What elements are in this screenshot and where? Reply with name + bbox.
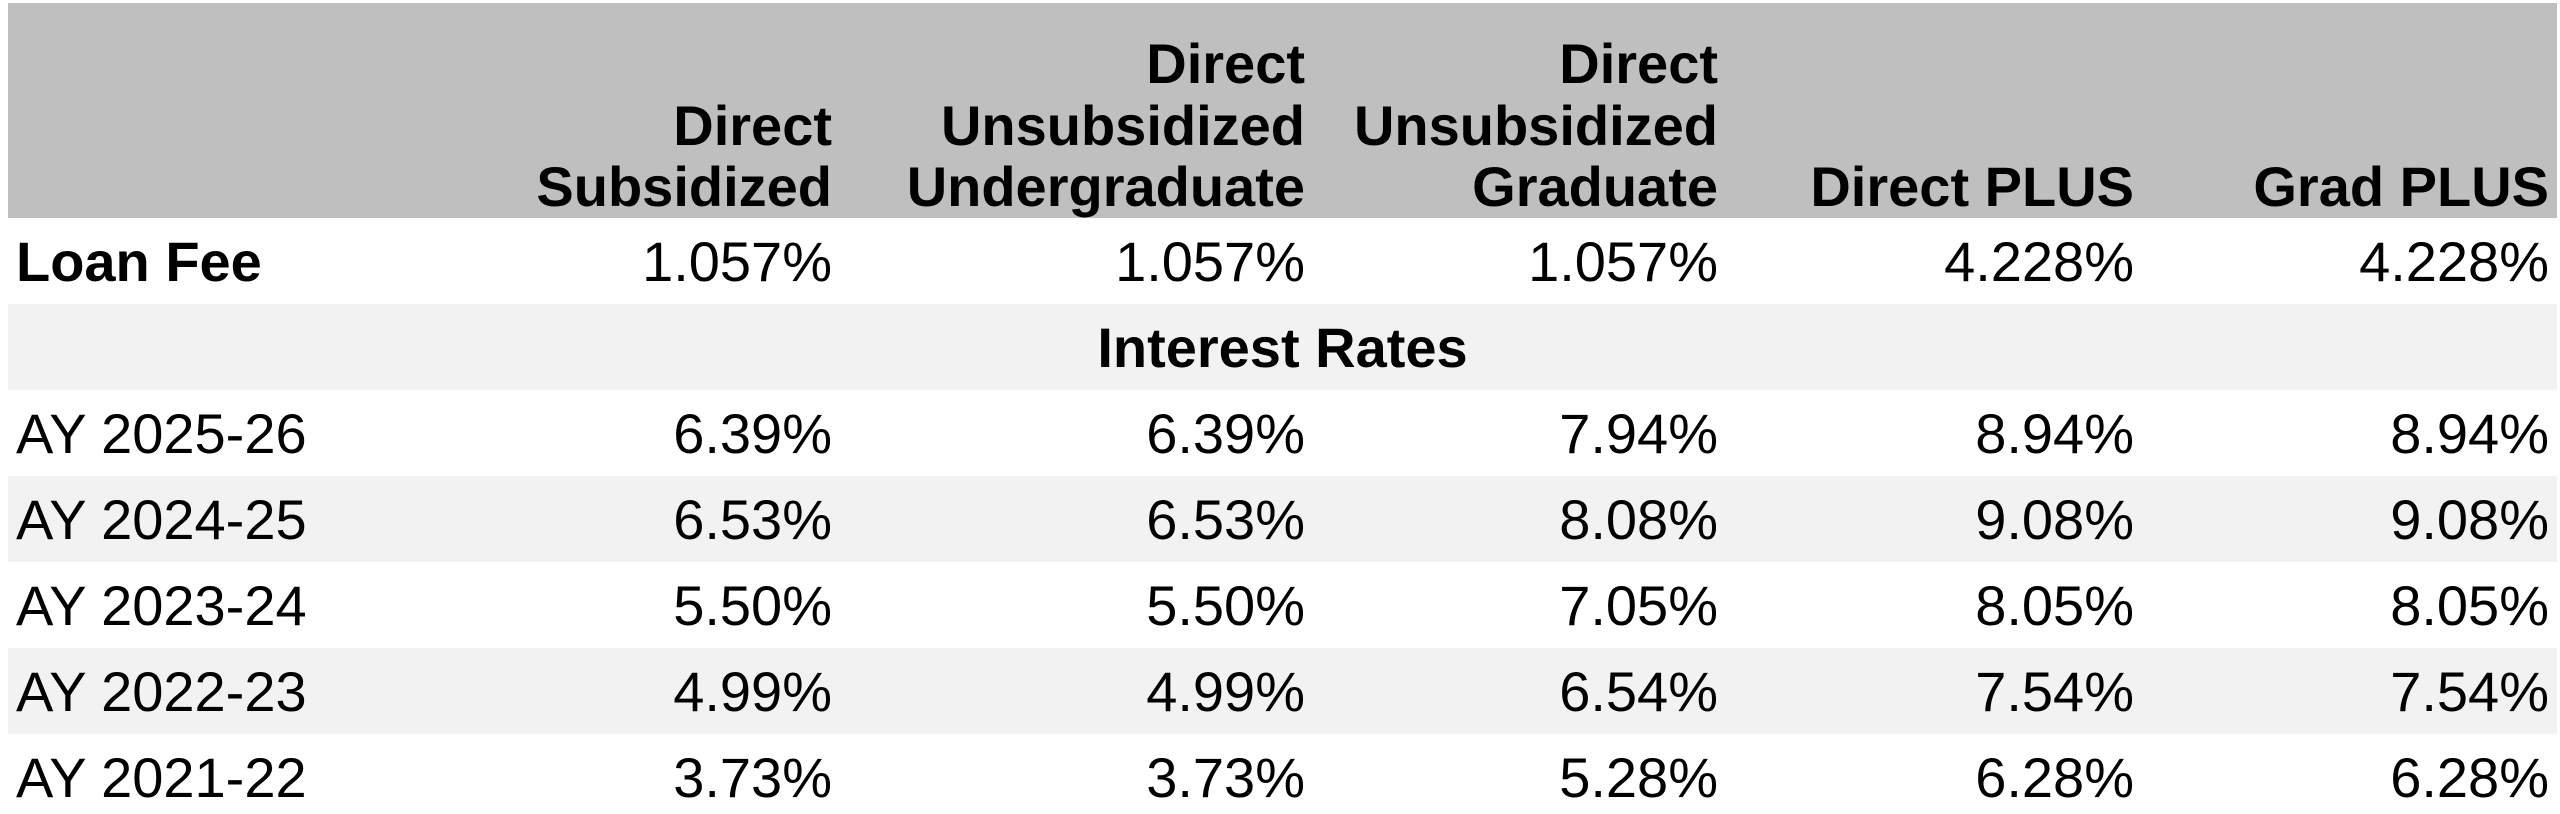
rate-row-ay-2022-23: AY 2022-23 4.99% 4.99% 6.54% 7.54% 7.54% [8, 648, 2557, 734]
rate-value: 9.08% [2142, 476, 2557, 562]
rate-value: 7.05% [1313, 562, 1726, 648]
rate-row-ay-2025-26: AY 2025-26 6.39% 6.39% 7.94% 8.94% 8.94% [8, 390, 2557, 476]
rate-row-ay-2021-22: AY 2021-22 3.73% 3.73% 5.28% 6.28% 6.28% [8, 734, 2557, 814]
rate-value: 8.94% [2142, 390, 2557, 476]
rate-value: 6.39% [840, 390, 1313, 476]
header-cell-grad-plus: Grad PLUS [2142, 3, 2557, 218]
rate-value: 5.50% [368, 562, 840, 648]
rate-value: 6.28% [2142, 734, 2557, 814]
rate-row-label: AY 2024-25 [8, 476, 368, 562]
rate-value: 9.08% [1726, 476, 2142, 562]
rate-row-ay-2024-25: AY 2024-25 6.53% 6.53% 8.08% 9.08% 9.08% [8, 476, 2557, 562]
header-cell-direct-subsidized: Direct Subsidized [368, 3, 840, 218]
rate-value: 5.28% [1313, 734, 1726, 814]
loan-fee-value-direct-subsidized: 1.057% [368, 218, 840, 304]
loan-fee-row: Loan Fee 1.057% 1.057% 1.057% 4.228% 4.2… [8, 218, 2557, 304]
rate-value: 7.94% [1313, 390, 1726, 476]
rate-row-label: AY 2025-26 [8, 390, 368, 476]
rate-value: 6.53% [368, 476, 840, 562]
rate-value: 5.50% [840, 562, 1313, 648]
loan-fee-value-direct-unsubsidized-graduate: 1.057% [1313, 218, 1726, 304]
rate-row-label: AY 2021-22 [8, 734, 368, 814]
rate-value: 8.05% [1726, 562, 2142, 648]
loan-fee-value-direct-unsubsidized-undergraduate: 1.057% [840, 218, 1313, 304]
rate-row-label: AY 2023-24 [8, 562, 368, 648]
header-cell-direct-plus: Direct PLUS [1726, 3, 2142, 218]
rate-value: 6.54% [1313, 648, 1726, 734]
rate-row-ay-2023-24: AY 2023-24 5.50% 5.50% 7.05% 8.05% 8.05% [8, 562, 2557, 648]
rate-row-label: AY 2022-23 [8, 648, 368, 734]
rate-value: 8.94% [1726, 390, 2142, 476]
loan-rates-table: Direct Subsidized Direct Unsubsidized Un… [8, 3, 2557, 814]
rate-value: 8.05% [2142, 562, 2557, 648]
loan-rates-sheet: Direct Subsidized Direct Unsubsidized Un… [0, 3, 2560, 814]
rate-value: 3.73% [368, 734, 840, 814]
rate-value: 7.54% [1726, 648, 2142, 734]
header-cell-direct-unsubsidized-graduate: Direct Unsubsidized Graduate [1313, 3, 1726, 218]
loan-fee-value-direct-plus: 4.228% [1726, 218, 2142, 304]
header-cell-direct-unsubsidized-undergraduate: Direct Unsubsidized Undergraduate [840, 3, 1313, 218]
rate-value: 3.73% [840, 734, 1313, 814]
section-title: Interest Rates [8, 304, 2557, 390]
rate-value: 8.08% [1313, 476, 1726, 562]
loan-fee-row-label: Loan Fee [8, 218, 368, 304]
section-header-row: Interest Rates [8, 304, 2557, 390]
table-header-row: Direct Subsidized Direct Unsubsidized Un… [8, 3, 2557, 218]
loan-fee-value-grad-plus: 4.228% [2142, 218, 2557, 304]
rate-value: 6.28% [1726, 734, 2142, 814]
rate-value: 6.53% [840, 476, 1313, 562]
rate-value: 6.39% [368, 390, 840, 476]
rate-value: 4.99% [840, 648, 1313, 734]
rate-value: 7.54% [2142, 648, 2557, 734]
rate-value: 4.99% [368, 648, 840, 734]
header-cell-row-label [8, 3, 368, 218]
